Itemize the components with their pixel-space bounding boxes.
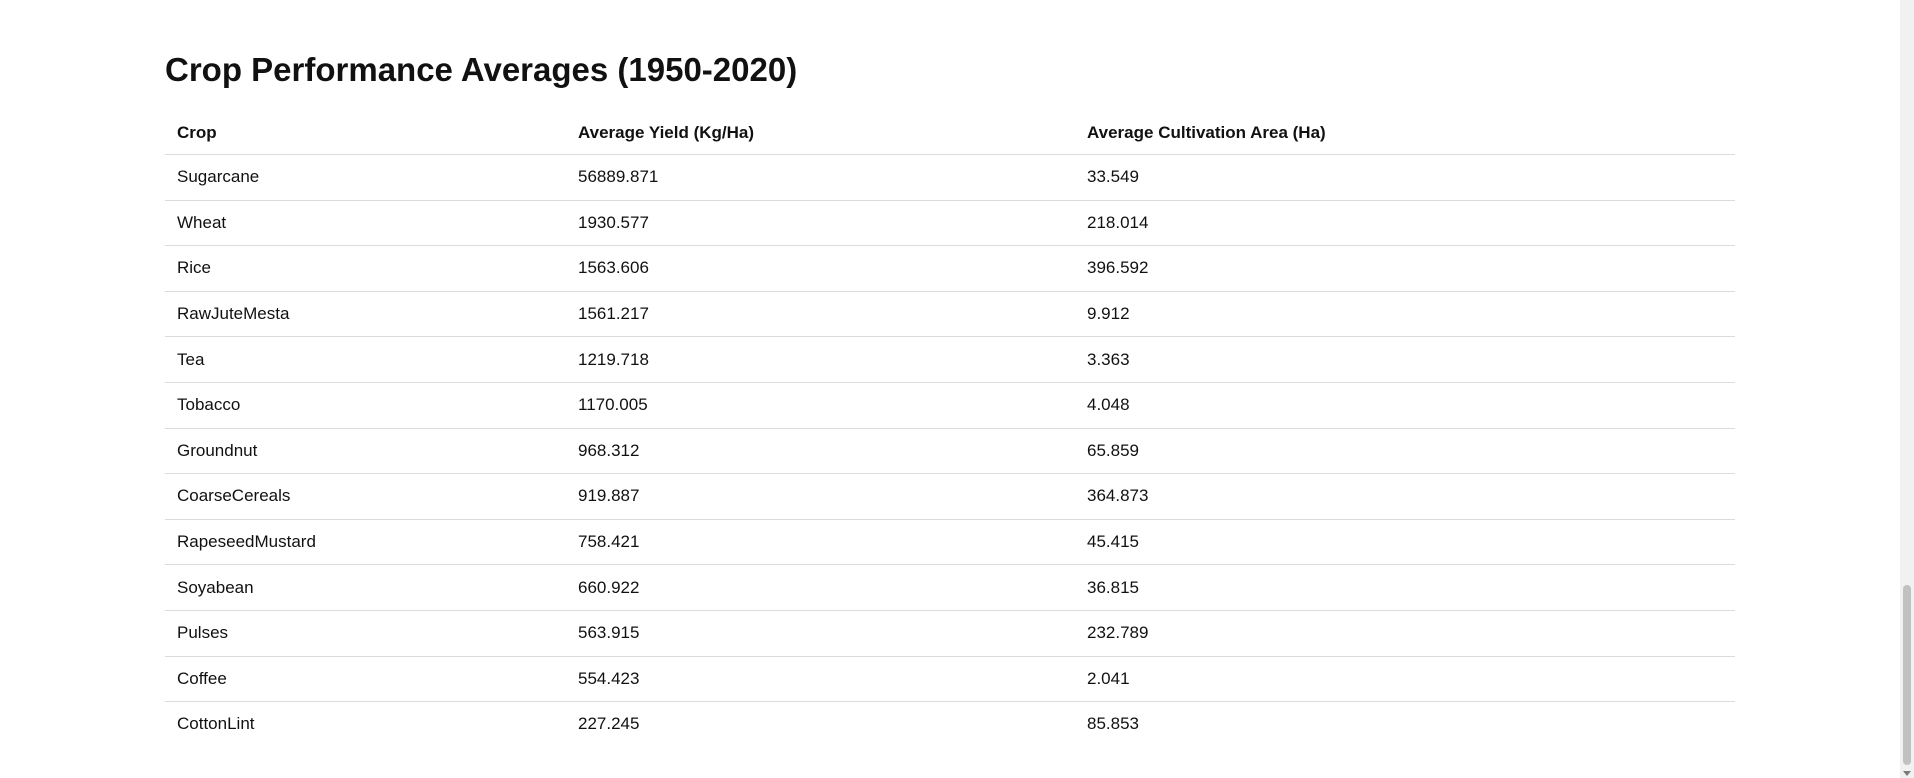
page-title: Crop Performance Averages (1950-2020) [165, 51, 798, 88]
average-yield-cell: 968.312 [566, 428, 1075, 475]
average-area-cell: 45.415 [1075, 519, 1735, 566]
average-yield-cell: 554.423 [566, 656, 1075, 703]
crop-cell: Pulses [165, 610, 566, 657]
table-row: Coffee 554.423 2.041 [165, 656, 1735, 703]
table-row: Groundnut 968.312 65.859 [165, 428, 1735, 475]
table-body: Sugarcane 56889.871 33.549 Wheat 1930.57… [165, 154, 1735, 747]
average-area-cell: 33.549 [1075, 154, 1735, 201]
average-area-cell: 218.014 [1075, 200, 1735, 247]
crop-table: Crop Average Yield (Kg/Ha) Average Culti… [165, 112, 1735, 747]
table-row: CottonLint 227.245 85.853 [165, 702, 1735, 747]
average-area-cell: 85.853 [1087, 714, 1139, 734]
crop-cell: Wheat [165, 200, 566, 247]
average-area-cell: 364.873 [1075, 473, 1735, 520]
average-yield-cell: 660.922 [566, 564, 1075, 611]
average-area-cell: 3.363 [1075, 336, 1735, 383]
scrollbar-thumb[interactable] [1903, 585, 1911, 765]
table-header: Crop Average Yield (Kg/Ha) Average Culti… [165, 112, 1735, 155]
table-row: Sugarcane 56889.871 33.549 [165, 154, 1735, 201]
table-row: Wheat 1930.577 218.014 [165, 200, 1735, 247]
crop-cell: Coffee [165, 656, 566, 703]
vertical-scrollbar[interactable] [1900, 0, 1914, 778]
scroll-down-arrow-icon[interactable] [1903, 771, 1911, 776]
average-yield-cell: 919.887 [566, 473, 1075, 520]
table-row: Tobacco 1170.005 4.048 [165, 382, 1735, 429]
column-header-average-cultivation-area: Average Cultivation Area (Ha) [1075, 112, 1735, 155]
average-area-cell: 65.859 [1075, 428, 1735, 475]
crop-cell: CottonLint [177, 714, 255, 734]
average-yield-cell: 1563.606 [566, 245, 1075, 292]
table-row: RapeseedMustard 758.421 45.415 [165, 519, 1735, 566]
crop-cell: Rice [165, 245, 566, 292]
average-area-cell: 232.789 [1075, 610, 1735, 657]
average-yield-cell: 1219.718 [566, 336, 1075, 383]
average-yield-cell: 563.915 [566, 610, 1075, 657]
table-row: CoarseCereals 919.887 364.873 [165, 473, 1735, 520]
table-row: Tea 1219.718 3.363 [165, 336, 1735, 383]
average-area-cell: 4.048 [1075, 382, 1735, 429]
crop-cell: Tobacco [165, 382, 566, 429]
crop-cell: RawJuteMesta [165, 291, 566, 338]
average-yield-cell: 758.421 [566, 519, 1075, 566]
crop-cell: CoarseCereals [165, 473, 566, 520]
average-yield-cell: 1930.577 [566, 200, 1075, 247]
average-area-cell: 9.912 [1075, 291, 1735, 338]
average-area-cell: 36.815 [1075, 564, 1735, 611]
column-header-average-yield: Average Yield (Kg/Ha) [566, 112, 1075, 155]
average-area-cell: 2.041 [1075, 656, 1735, 703]
table-row: Soyabean 660.922 36.815 [165, 564, 1735, 611]
average-yield-cell: 227.245 [578, 714, 640, 734]
crop-cell: Sugarcane [165, 154, 566, 201]
table-row: RawJuteMesta 1561.217 9.912 [165, 291, 1735, 338]
crop-cell: Soyabean [165, 564, 566, 611]
average-yield-cell: 1170.005 [566, 382, 1075, 429]
average-yield-cell: 56889.871 [566, 154, 1075, 201]
table-header-row: Crop Average Yield (Kg/Ha) Average Culti… [165, 112, 1735, 155]
average-area-cell: 396.592 [1075, 245, 1735, 292]
crop-cell: Groundnut [165, 428, 566, 475]
crop-cell: Tea [165, 336, 566, 383]
column-header-crop: Crop [165, 112, 566, 155]
crop-cell: RapeseedMustard [165, 519, 566, 566]
table-row: Rice 1563.606 396.592 [165, 245, 1735, 292]
average-yield-cell: 1561.217 [566, 291, 1075, 338]
table-row: Pulses 563.915 232.789 [165, 610, 1735, 657]
